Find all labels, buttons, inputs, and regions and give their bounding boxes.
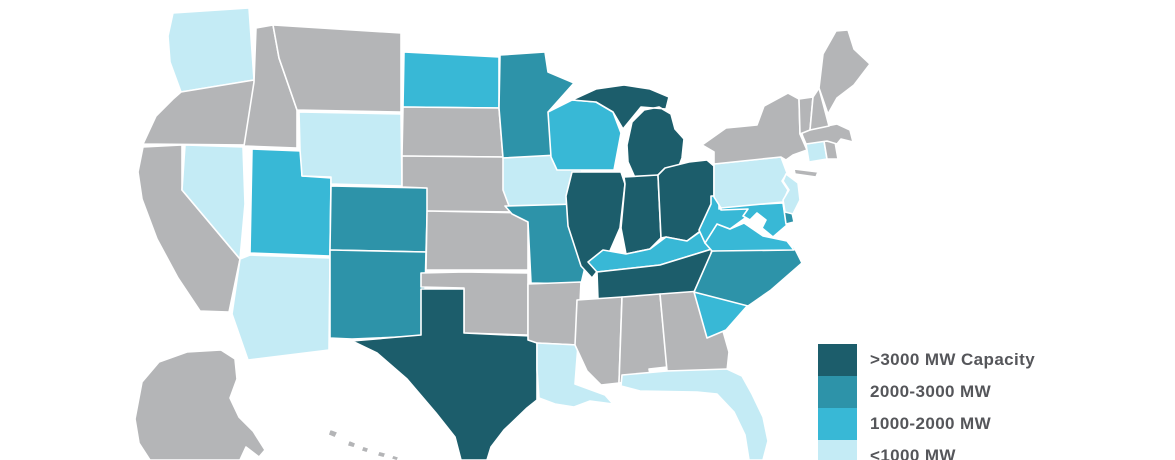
state-oregon [142,79,258,146]
state-south-dakota [401,106,504,158]
state-maine [818,29,871,115]
legend-swatch-gt3000-mw-icon [818,344,857,376]
state-alabama [618,293,668,384]
state-wyoming [298,111,403,187]
state-arkansas [527,281,582,346]
legend-label-lt1000-mw: <1000 MW [870,446,956,460]
state-new-york [701,92,819,178]
state-pennsylvania [713,156,789,209]
legend-swatch-1000-2000-mw-icon [818,408,857,440]
legend-swatch-lt1000-mw-icon [818,440,857,460]
legend-label-1000-2000-mw: 1000-2000 MW [870,414,992,433]
legend-label-2000-3000-mw: 2000-3000 MW [870,382,992,401]
legend: >3000 MW Capacity 2000-3000 MW 1000-2000… [818,344,1035,460]
state-new-mexico [329,249,427,340]
legend-swatch-2000-3000-mw-icon [818,376,857,408]
state-north-dakota [402,51,500,109]
legend-row-2000-3000-mw: 2000-3000 MW [818,376,1035,408]
state-new-jersey [782,173,801,215]
state-washington [167,7,255,93]
state-mississippi [574,296,623,386]
state-california [137,144,241,313]
state-north-carolina [693,246,803,307]
legend-label-gt3000-mw: >3000 MW Capacity [870,350,1036,369]
state-arizona [231,254,331,361]
state-alaska [134,349,266,460]
state-hawaii [327,428,400,460]
legend-row-gt3000-mw: >3000 MW Capacity [818,344,1035,376]
state-texas [351,288,538,460]
legend-row-lt1000-mw: <1000 MW [818,440,1035,460]
legend-row-1000-2000-mw: 1000-2000 MW [818,408,1035,440]
state-louisiana [536,342,614,408]
state-florida [620,368,769,460]
state-montana [272,24,402,113]
state-indiana [620,174,662,255]
state-colorado [329,185,429,253]
state-kansas [425,210,529,271]
state-nevada [181,144,246,260]
state-new-hampshire [809,87,830,131]
